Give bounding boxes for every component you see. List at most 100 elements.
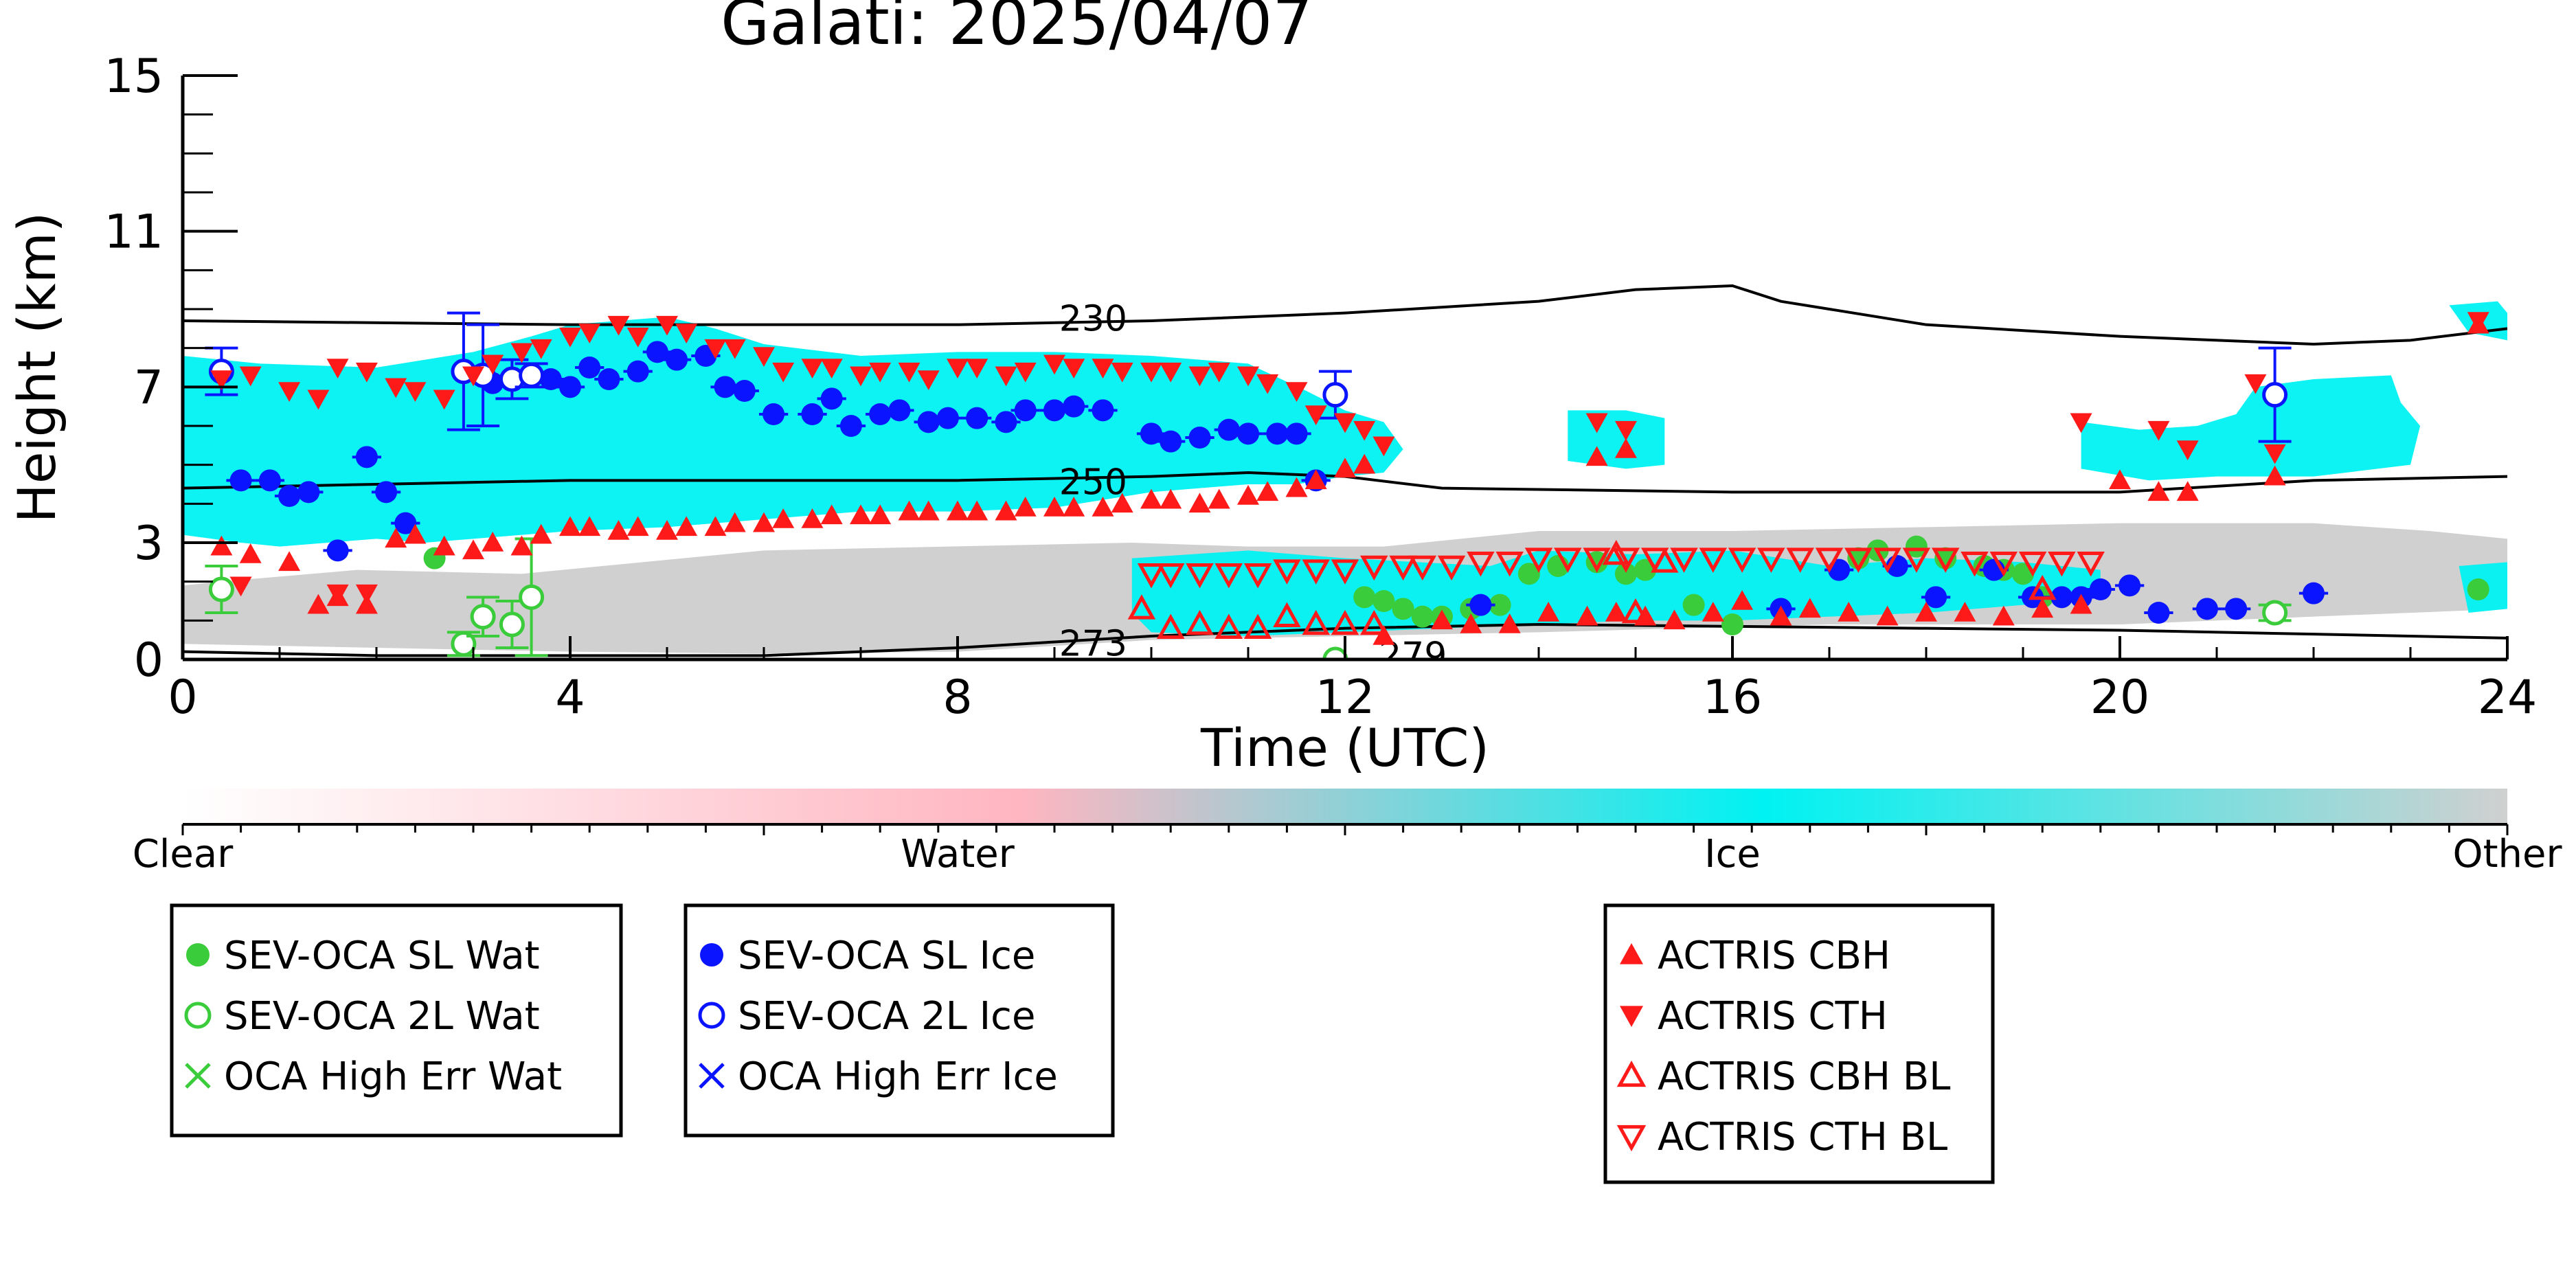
chart-title: Galati: 2025/04/07 <box>721 0 1313 59</box>
sev-oca-sl-wat-point-1 <box>1353 586 1376 609</box>
actris-cth-point-36 <box>1111 362 1133 383</box>
field-region-ice-3 <box>2081 375 2421 481</box>
actris-cbh-bl-point-4 <box>1243 613 1272 639</box>
actris-cth-bl-point-3 <box>1214 563 1243 589</box>
actris-cbh-extra-point-1 <box>1614 438 1637 458</box>
legend-marker-sev-oca-2l-wat <box>184 1002 212 1029</box>
actris-cth-point-53 <box>2244 374 2267 394</box>
sev-oca-sl-ice-point-27 <box>966 407 988 429</box>
sev-oca-sl-ice-point-28 <box>995 411 1017 433</box>
actris-cth-point-27 <box>898 362 920 383</box>
actris-cth-point-3 <box>307 389 330 410</box>
actris-cth-point-51 <box>2147 420 2170 441</box>
actris-cbh-point-46 <box>1353 453 1376 474</box>
legend-label-actris-cth: ACTRIS CTH <box>1658 994 1888 1039</box>
sev-oca-sl-ice-point-32 <box>1092 399 1114 422</box>
actris-cth-bl-point-24 <box>1815 547 1844 573</box>
actris-cth-point-15 <box>607 315 630 336</box>
actris-cbh-bl-point-5 <box>1273 602 1301 627</box>
legend-marker-actris-cth-bl <box>1616 1125 1647 1152</box>
y-tick-label-11: 11 <box>104 205 163 260</box>
sev-oca-2l-ice-point-6 <box>2262 382 2288 408</box>
sev-oca-sl-ice-point-50 <box>2089 578 2112 600</box>
actris-cth-point-28 <box>917 370 940 390</box>
sev-oca-sl-ice-point-52 <box>2147 602 2170 624</box>
actris-cth-point-24 <box>820 359 843 379</box>
y-tick-label-0: 0 <box>134 633 163 688</box>
actris-cbh-point-22 <box>772 508 795 528</box>
actris-cth-bl-point-19 <box>1670 547 1698 573</box>
actris-cbh-point-13 <box>559 516 581 536</box>
sev-oca-sl-ice-point-54 <box>2225 598 2248 620</box>
actris-cbh-bl-point-7 <box>1331 609 1359 635</box>
actris-cbh-point-9 <box>462 539 484 560</box>
actris-cth-bl-point-33 <box>2077 552 2105 577</box>
actris-cbh-point-29 <box>947 500 969 521</box>
sev-oca-sl-ice-point-35 <box>1188 427 1211 449</box>
sev-oca-sl-ice-point-26 <box>936 407 959 429</box>
actris-cth-bl-point-25 <box>1844 547 1873 573</box>
x-axis-label: Time (UTC) <box>1200 717 1489 778</box>
colorbar-label-clear: Clear <box>133 832 234 877</box>
actris-cbh-point-31 <box>995 500 1017 521</box>
actris-cth-point-10 <box>482 354 504 375</box>
actris-cbh-bl-point-0 <box>1127 594 1156 620</box>
actris-cbh-point-30 <box>966 500 988 521</box>
actris-cbh-point-45 <box>1334 457 1356 478</box>
actris-cth-point-57 <box>326 584 349 605</box>
actris-cth-bl-point-1 <box>1156 563 1185 589</box>
actris-cbh-point-16 <box>626 516 649 536</box>
actris-cth-point-14 <box>578 324 601 343</box>
actris-cbh-point-59 <box>1798 598 1821 618</box>
sev-oca-sl-ice-point-33 <box>1140 422 1162 445</box>
sev-oca-sl-ice-point-53 <box>2195 598 2218 620</box>
actris-cth-bl-point-32 <box>2048 552 2076 577</box>
actris-cth-point-1 <box>239 366 262 387</box>
actris-cbh-bl-point-10 <box>1621 598 1650 624</box>
actris-cbh-bl-point-6 <box>1302 609 1330 635</box>
legend-marker-actris-cbh-bl <box>1616 1060 1647 1087</box>
actris-cbh-point-43 <box>1285 477 1308 497</box>
actris-cth-point-50 <box>2070 413 2092 433</box>
actris-cbh-point-70 <box>2263 465 2286 486</box>
actris-cth-bl-point-30 <box>1989 552 2018 577</box>
actris-cth-bl-point-0 <box>1137 563 1166 589</box>
sev-oca-sl-wat-point-17 <box>1905 535 1928 558</box>
sev-oca-sl-ice-point-11 <box>578 357 601 379</box>
legend-box-3: ACTRIS CBH ACTRIS CTH ACTRIS CBH BL ACTRIS … <box>1603 903 1995 1184</box>
actris-cbh-point-69 <box>2176 481 2199 501</box>
actris-cth-bl-point-26 <box>1873 547 1901 573</box>
y-tick-label-15: 15 <box>104 49 163 104</box>
sev-oca-sl-ice-point-3 <box>297 481 320 504</box>
sev-oca-sl-ice-point-15 <box>666 348 688 371</box>
actris-cth-point-20 <box>723 339 746 359</box>
sev-oca-sl-ice-point-48 <box>2050 586 2073 609</box>
actris-cbh-bl-point-3 <box>1214 613 1243 639</box>
actris-cth-point-49 <box>1614 420 1637 441</box>
sev-oca-sl-ice-point-4 <box>326 539 349 562</box>
actris-cth-point-32 <box>1014 362 1037 383</box>
sev-oca-sl-ice-point-13 <box>626 360 649 383</box>
actris-cth-point-35 <box>1092 359 1114 379</box>
actris-cth-point-18 <box>675 324 698 343</box>
sev-oca-sl-ice-point-38 <box>1266 422 1289 445</box>
actris-cbh-point-7 <box>404 523 427 544</box>
sev-oca-sl-ice-point-2 <box>278 485 301 507</box>
legend-marker-sev-oca-sl-ice <box>700 943 723 967</box>
sev-oca-sl-ice-point-34 <box>1160 430 1182 453</box>
sev-oca-sl-wat-point-3 <box>1392 598 1414 620</box>
sev-oca-sl-ice-point-22 <box>839 415 862 437</box>
actris-cbh-point-38 <box>1160 488 1182 509</box>
actris-cth-bl-point-23 <box>1786 547 1814 573</box>
actris-cbh-point-17 <box>656 520 678 540</box>
actris-cbh-point-11 <box>510 535 533 556</box>
actris-cbh-point-23 <box>801 508 824 528</box>
sev-oca-sl-ice-point-25 <box>917 411 940 433</box>
x-tick-label-8: 8 <box>942 670 972 725</box>
actris-cbh-point-8 <box>433 535 455 556</box>
actris-cbh-point-15 <box>607 520 630 540</box>
actris-cth-point-22 <box>772 362 795 383</box>
axis-ticks: 0 4 8 12 16 20 24 0 3 7 11 15 <box>104 49 2537 725</box>
